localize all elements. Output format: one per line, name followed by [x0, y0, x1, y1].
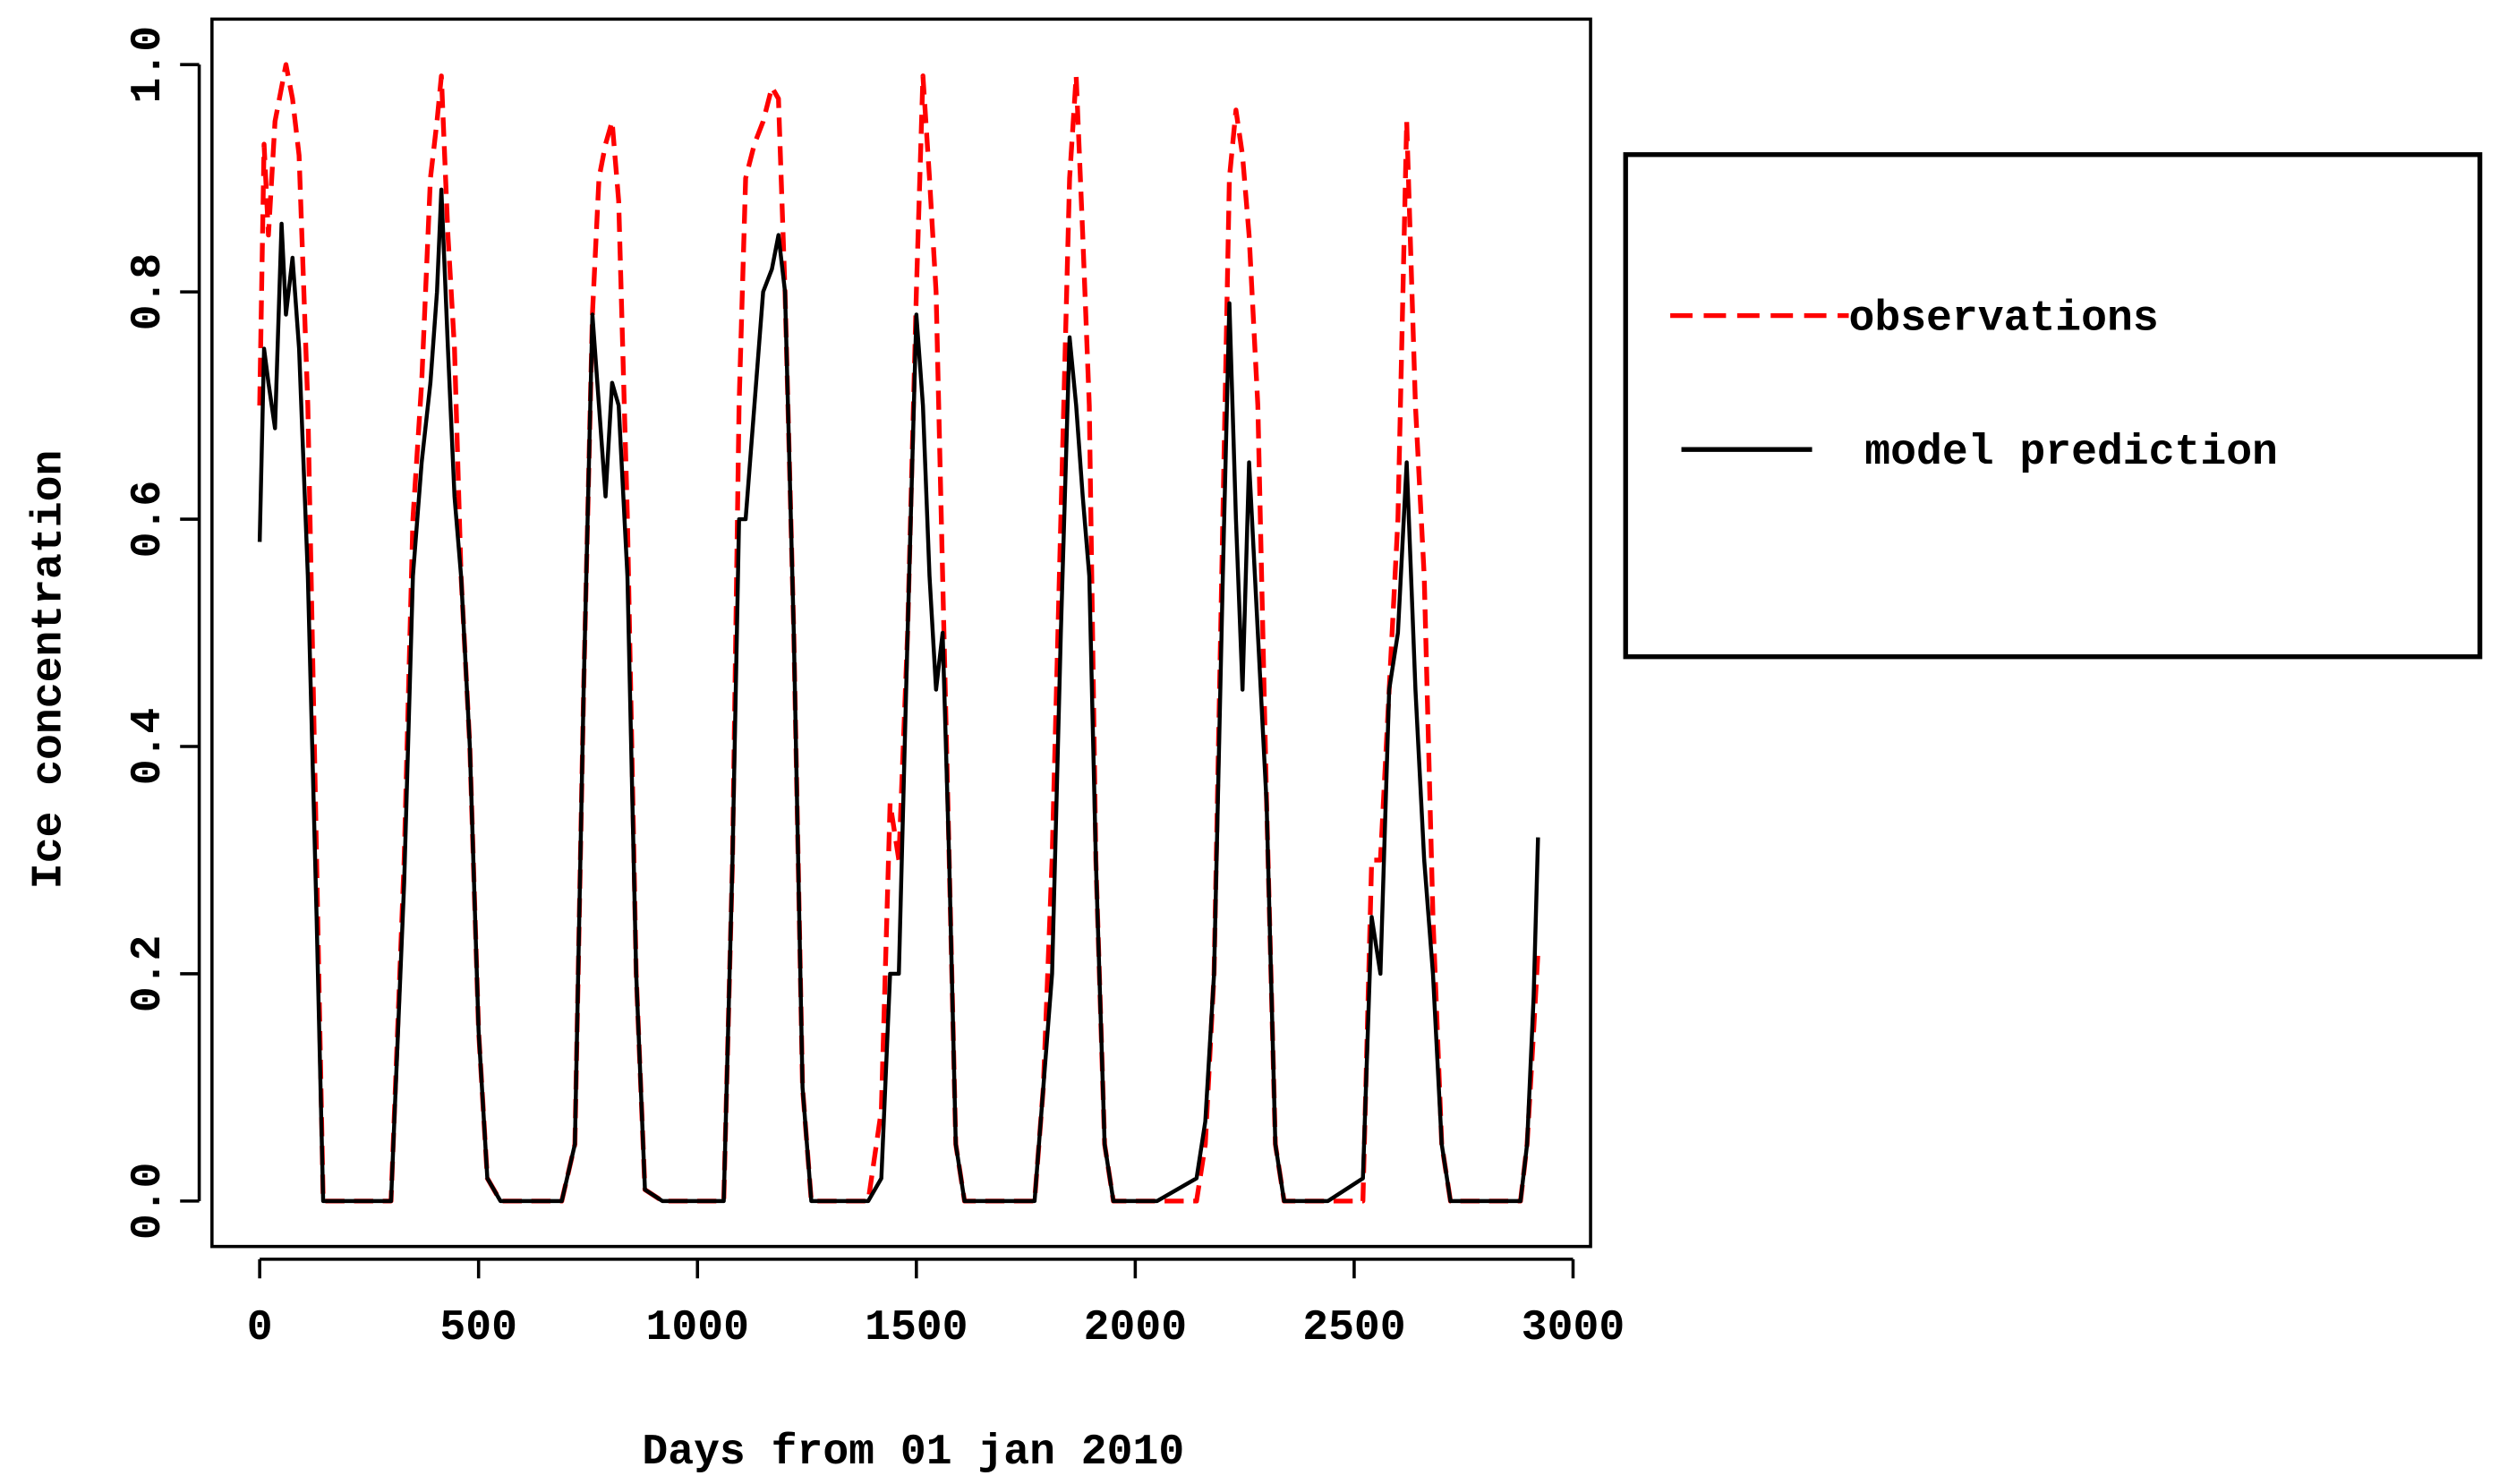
x-tick-label: 1500 [865, 1304, 968, 1352]
x-tick-label: 500 [439, 1304, 517, 1352]
x-tick-label: 0 [247, 1304, 273, 1352]
legend-label: model prediction [1864, 429, 2278, 477]
legend-label: observations [1849, 295, 2159, 344]
series-line [257, 62, 1541, 1204]
x-tick-label: 3000 [1522, 1304, 1625, 1352]
x-tick-label: 1000 [646, 1304, 749, 1352]
legend-box [1623, 152, 2483, 660]
y-axis-label: Ice concentration [26, 450, 74, 890]
y-tick-label: 0.2 [124, 935, 173, 1013]
x-tick-label: 2000 [1084, 1304, 1187, 1352]
y-tick-label: 0.0 [124, 1163, 173, 1241]
y-tick-label: 0.8 [124, 253, 173, 331]
x-axis-label: Days from 01 jan 2010 [642, 1429, 1184, 1477]
x-tick-label: 2500 [1302, 1304, 1405, 1352]
series-line [257, 187, 1540, 1204]
y-tick-label: 0.6 [124, 481, 173, 559]
y-tick-label: 1.0 [124, 26, 173, 104]
y-tick-label: 0.4 [124, 708, 173, 786]
plot-frame [210, 17, 1592, 1249]
